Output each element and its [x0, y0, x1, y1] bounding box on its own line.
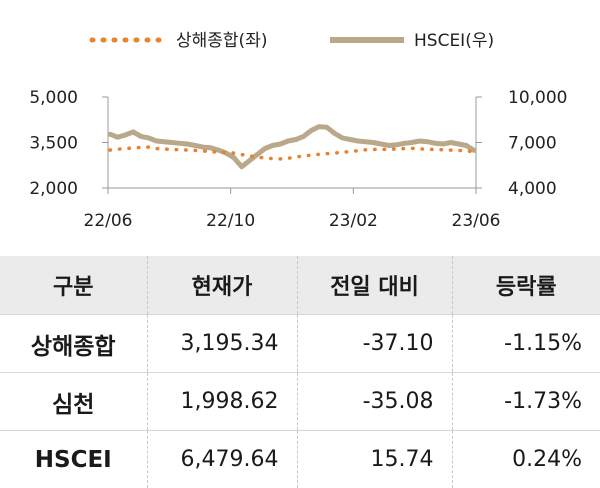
header-category: 구분 [0, 256, 147, 315]
row-change: -37.10 [297, 315, 452, 373]
series-line-shanghai [110, 147, 474, 159]
right-tick-label: 4,000 [508, 179, 557, 199]
row-change: 15.74 [297, 431, 452, 488]
x-tick-label: 22/10 [206, 211, 255, 231]
legend: 상해종합(좌) HSCEI(우) [92, 31, 494, 51]
left-tick-label: 5,000 [29, 88, 78, 108]
series-layer [110, 127, 474, 167]
row-name: HSCEI [0, 431, 147, 488]
x-tick-label: 23/06 [452, 211, 501, 231]
table-row: HSCEI 6,479.64 15.74 0.24% [0, 431, 600, 488]
header-change: 전일 대비 [297, 256, 452, 315]
quote-table: 구분 현재가 전일 대비 등락률 상해종합 3,195.34 -37.10 -1… [0, 256, 600, 488]
left-tick-label: 3,500 [29, 134, 78, 154]
row-price: 1,998.62 [147, 373, 297, 431]
right-tick-label: 7,000 [508, 134, 557, 154]
left-axis-ticks: 5,000 3,500 2,000 [29, 88, 108, 199]
table-row: 심천 1,998.62 -35.08 -1.73% [0, 373, 600, 431]
row-price: 3,195.34 [147, 315, 297, 373]
left-tick-label: 2,000 [29, 179, 78, 199]
x-tick-label: 22/06 [84, 211, 133, 231]
row-rate: -1.73% [452, 373, 600, 431]
x-tick-label: 23/02 [329, 211, 378, 231]
table-row: 상해종합 3,195.34 -37.10 -1.15% [0, 315, 600, 373]
row-change: -35.08 [297, 373, 452, 431]
row-name: 심천 [0, 373, 147, 431]
right-tick-label: 10,000 [508, 88, 567, 108]
header-rate: 등락률 [452, 256, 600, 315]
header-price: 현재가 [147, 256, 297, 315]
table-header-row: 구분 현재가 전일 대비 등락률 [0, 256, 600, 315]
row-rate: 0.24% [452, 431, 600, 488]
row-name: 상해종합 [0, 315, 147, 373]
legend-label-shanghai: 상해종합(좌) [176, 31, 267, 51]
line-chart: 상해종합(좌) HSCEI(우) 5,000 3,500 2,000 10,000 7… [0, 0, 600, 250]
series-line-hscei [110, 127, 474, 167]
x-axis-ticks: 22/06 22/10 23/02 23/06 [84, 188, 501, 231]
row-rate: -1.15% [452, 315, 600, 373]
row-price: 6,479.64 [147, 431, 297, 488]
right-axis-ticks: 10,000 7,000 4,000 [476, 88, 567, 199]
legend-label-hscei: HSCEI(우) [414, 31, 494, 51]
